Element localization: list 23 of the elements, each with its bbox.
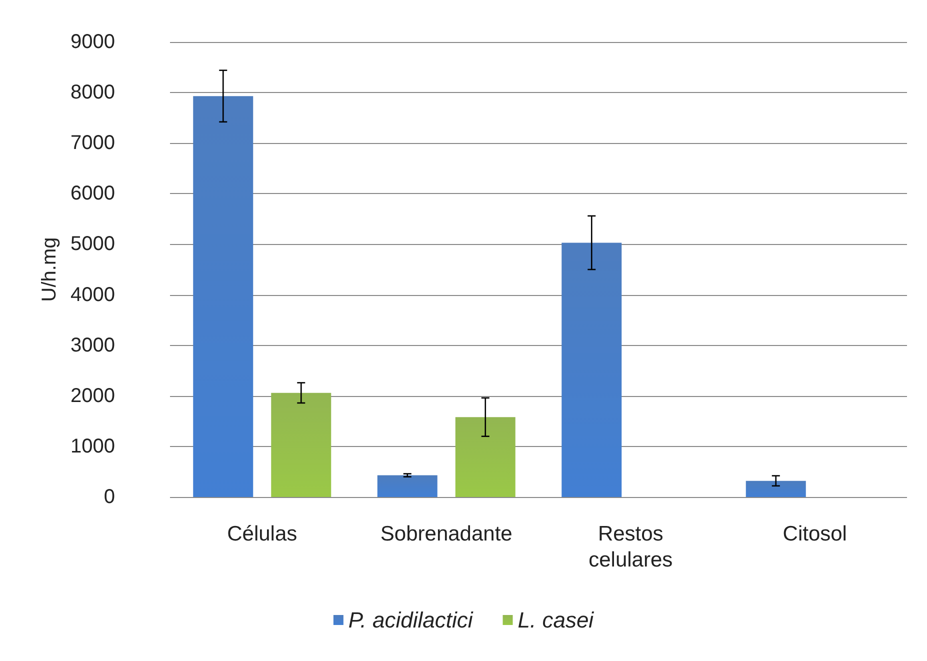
y-tick-label: 3000 [70,334,115,356]
y-axis-title: U/h.mg [38,237,61,302]
x-tick-label: Citosol [782,522,847,546]
y-tick-label: 5000 [70,233,115,256]
bar [746,480,806,497]
y-tick-label: 6000 [70,182,115,205]
bar [455,417,516,497]
y-tick-label: 8000 [70,82,115,104]
bar [562,242,622,497]
x-tick-label: Restos celulares [588,522,673,572]
y-tick-label: 7000 [70,132,115,154]
x-tick-label: Células [227,522,298,546]
y-tick-label: 2000 [70,384,115,407]
bar [377,475,438,497]
y-tick-label: 9000 [70,31,115,53]
bar [271,392,332,497]
bar [193,96,254,497]
legend-label: P. acidilactici [348,608,474,632]
y-tick-label: 0 [104,486,115,508]
y-tick-label: 1000 [70,435,115,458]
x-tick-label: Sobrenadante [380,522,512,546]
y-tick-label: 4000 [70,284,115,306]
legend-label: L. casei [518,608,595,632]
